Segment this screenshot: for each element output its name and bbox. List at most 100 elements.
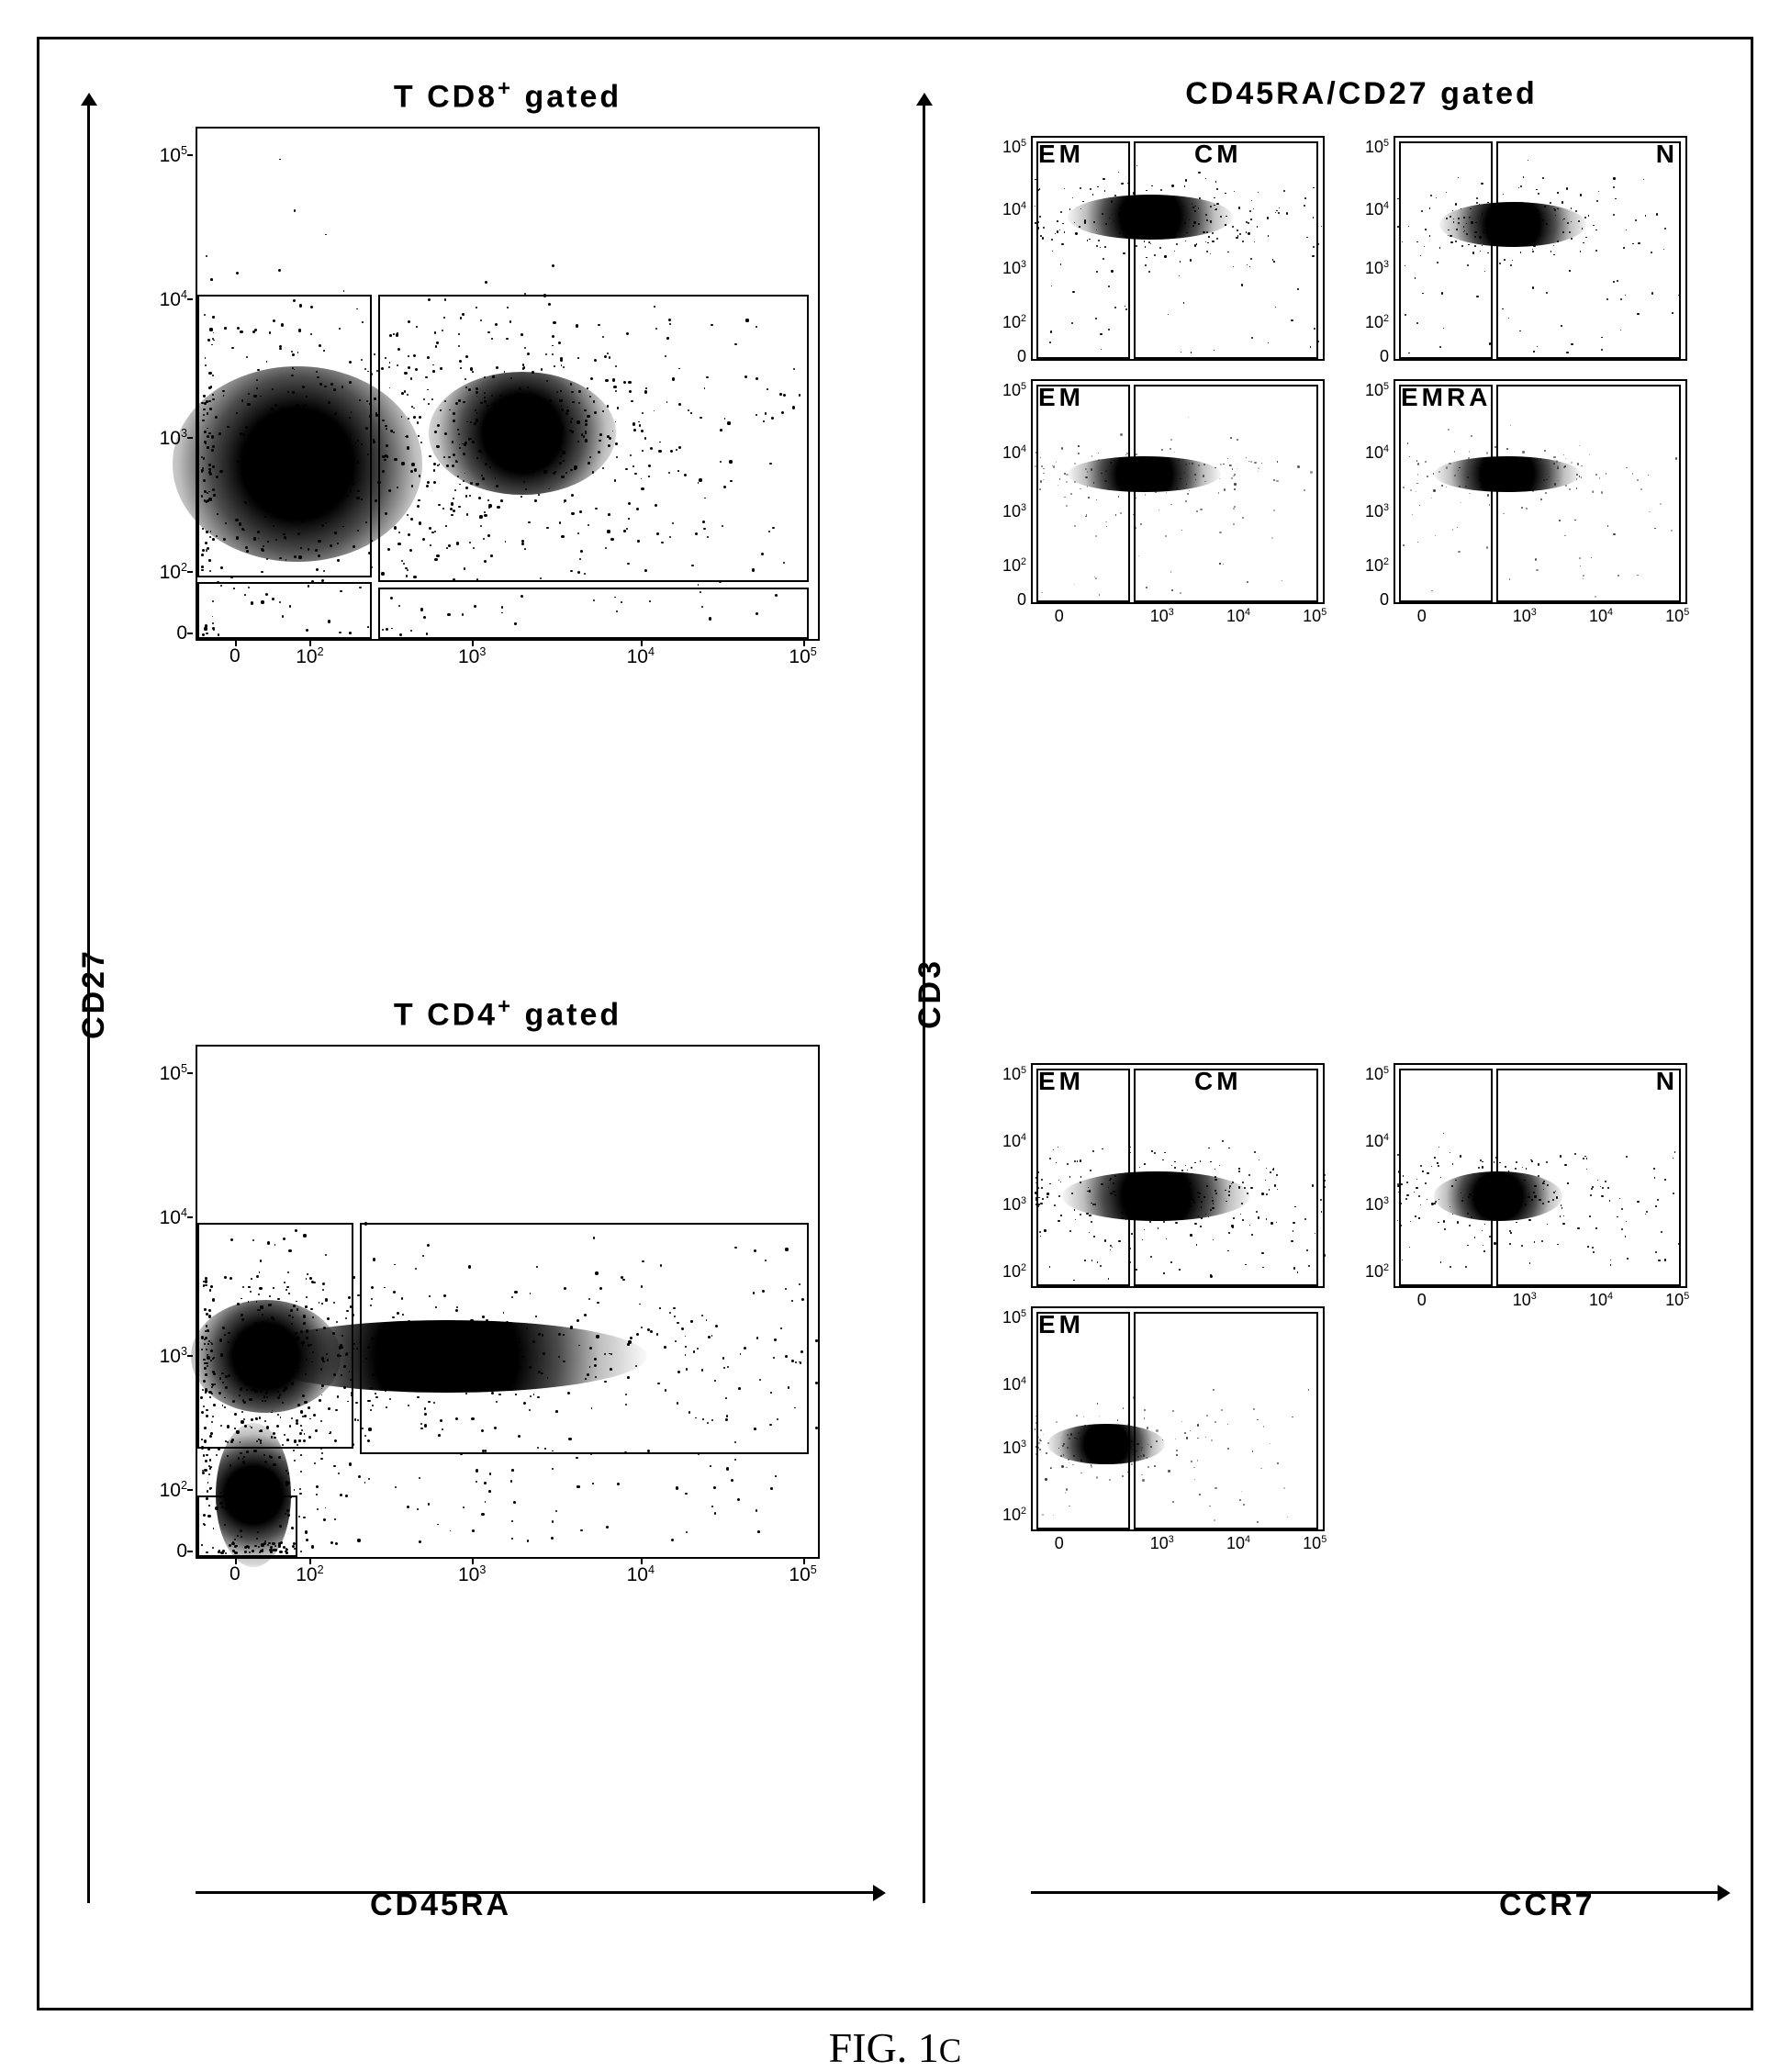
small-plot-wrap: 01021031041050103104105EM — [1031, 379, 1366, 604]
tick-label: 105 — [979, 1309, 1026, 1326]
tick-label: 103 — [458, 646, 486, 666]
small-scatter-plot: 1021031041050103104105N — [1394, 1063, 1687, 1288]
tick-label: 104 — [979, 444, 1026, 461]
figure-caption-text: FIG. 1 — [829, 2024, 939, 2071]
ccr7-axis-arrow — [1031, 1891, 1719, 1894]
x-ticks: 0103104105 — [1395, 604, 1685, 628]
tick-label: 102 — [1341, 1263, 1389, 1280]
small-plot-wrap: 01021031041050103104105EMRA — [1394, 379, 1729, 604]
small-scatter-plot: 0102103104105EMCM — [1031, 136, 1325, 361]
small-plot-wrap: 1021031041050103104105EM — [1031, 1306, 1366, 1559]
cd8-plot-title: T CD8+ gated — [196, 76, 820, 115]
tick-label: 105 — [1303, 608, 1326, 624]
figure-caption-sub: C — [939, 2032, 962, 2069]
cd4-plot-title: T CD4+ gated — [196, 994, 820, 1033]
tick-label: 103 — [1513, 608, 1537, 624]
tick-label: 104 — [1226, 1535, 1250, 1551]
tick-label: 102 — [132, 562, 187, 582]
tick-label: 0 — [1341, 591, 1389, 608]
y-ticks: 102103104105 — [979, 1308, 1030, 1529]
tick-label: 105 — [979, 382, 1026, 398]
right-column: CD3 CD45RA/CD27 gated 0102103104105EMCM0… — [912, 76, 1719, 1912]
cd8-title-post: gated — [513, 79, 621, 114]
tick-label: 0 — [979, 591, 1026, 608]
y-ticks: 0102103104105 — [1342, 381, 1393, 602]
tick-label: 102 — [296, 646, 323, 666]
tick-label: 0 — [229, 646, 241, 666]
tick-label: 0 — [1341, 348, 1389, 364]
gate-region — [1134, 385, 1319, 602]
tick-label: 105 — [132, 145, 187, 165]
gate-label: CM — [1194, 1067, 1242, 1096]
gate-region — [1399, 385, 1493, 602]
small-plot-wrap: 102103104105EMCM — [1031, 1063, 1366, 1288]
cd8-title-sup: + — [498, 76, 513, 101]
tick-label: 104 — [1341, 201, 1389, 218]
tick-label: 104 — [979, 201, 1026, 218]
small-plot-wrap: 0102103104105EMCM — [1031, 136, 1366, 361]
tick-label: 104 — [1589, 608, 1613, 624]
gate-region — [1036, 141, 1130, 359]
cd45ra-axis-arrow — [196, 1891, 875, 1894]
tick-label: 0 — [132, 1541, 187, 1561]
gate-region — [1134, 1312, 1319, 1529]
tick-label: 103 — [132, 1346, 187, 1366]
y-ticks: 0102103104105 — [133, 129, 193, 639]
x-ticks: 0103104105 — [1395, 1288, 1685, 1312]
bottom-small-grid: 102103104105EMCM1021031041050103104105N1… — [1031, 1063, 1729, 1559]
tick-label: 102 — [979, 557, 1026, 574]
tick-label: 0 — [1055, 608, 1064, 624]
tick-label: 104 — [1341, 444, 1389, 461]
gate-region — [197, 582, 372, 639]
tick-label: 104 — [979, 1376, 1026, 1393]
tick-label: 105 — [1341, 382, 1389, 398]
cd4-title-post: gated — [513, 997, 621, 1032]
tick-label: 105 — [1341, 139, 1389, 155]
tick-label: 105 — [979, 139, 1026, 155]
small-scatter-plot: 01021031041050103104105EMRA — [1394, 379, 1687, 604]
tick-label: 103 — [458, 1564, 486, 1585]
tick-label: 102 — [1341, 557, 1389, 574]
tick-label: 103 — [1341, 260, 1389, 276]
cluster-blob — [1068, 195, 1232, 240]
gate-label: N — [1656, 1067, 1678, 1096]
top-small-grid: 0102103104105EMCM0102103104105N010210310… — [1031, 136, 1729, 604]
tick-label: 104 — [627, 1564, 655, 1585]
tick-label: 105 — [132, 1063, 187, 1083]
gate-label: EM — [1038, 140, 1084, 169]
tick-label: 105 — [979, 1066, 1026, 1082]
tick-label: 103 — [1150, 608, 1174, 624]
y-ticks: 102103104105 — [1342, 1065, 1393, 1286]
tick-label: 103 — [1341, 1196, 1389, 1213]
gate-region — [1036, 385, 1130, 602]
cluster-blob — [1062, 1171, 1250, 1221]
tick-label: 103 — [1150, 1535, 1174, 1551]
tick-label: 105 — [1665, 608, 1689, 624]
cd4-scatter-plot: 0102103104105 0102103104105 — [196, 1045, 820, 1559]
right-header-title: CD45RA/CD27 gated — [1013, 76, 1710, 112]
y-ticks: 0102103104105 — [1342, 138, 1393, 359]
x-ticks: 0102103104105 — [197, 1559, 818, 1590]
tick-label: 105 — [789, 646, 816, 666]
tick-label: 102 — [1341, 314, 1389, 330]
tick-label: 103 — [979, 1196, 1026, 1213]
tick-label: 103 — [132, 428, 187, 448]
y-ticks: 0102103104105 — [979, 381, 1030, 602]
left-column: CD27 T CD8+ gated 0102103104105 01021031… — [76, 76, 884, 1912]
small-plot-wrap: 0102103104105N — [1394, 136, 1729, 361]
tick-label: 104 — [132, 289, 187, 309]
tick-label: 104 — [1589, 1292, 1613, 1308]
tick-label: 103 — [979, 1439, 1026, 1456]
tick-label: 105 — [1303, 1535, 1326, 1551]
cd4-title-pre: T CD4 — [394, 997, 498, 1032]
gate-label: EM — [1038, 383, 1084, 412]
tick-label: 102 — [296, 1564, 323, 1585]
small-plot-wrap: 1021031041050103104105N — [1394, 1063, 1729, 1288]
gate-label: N — [1656, 140, 1678, 169]
figure-caption: FIG. 1C — [829, 2023, 962, 2072]
tick-label: 102 — [979, 314, 1026, 330]
y-ticks: 0102103104105 — [979, 138, 1030, 359]
gate-label: EM — [1038, 1310, 1084, 1339]
cd45ra-axis-label: CD45RA — [370, 1887, 511, 1923]
tick-label: 102 — [132, 1480, 187, 1500]
